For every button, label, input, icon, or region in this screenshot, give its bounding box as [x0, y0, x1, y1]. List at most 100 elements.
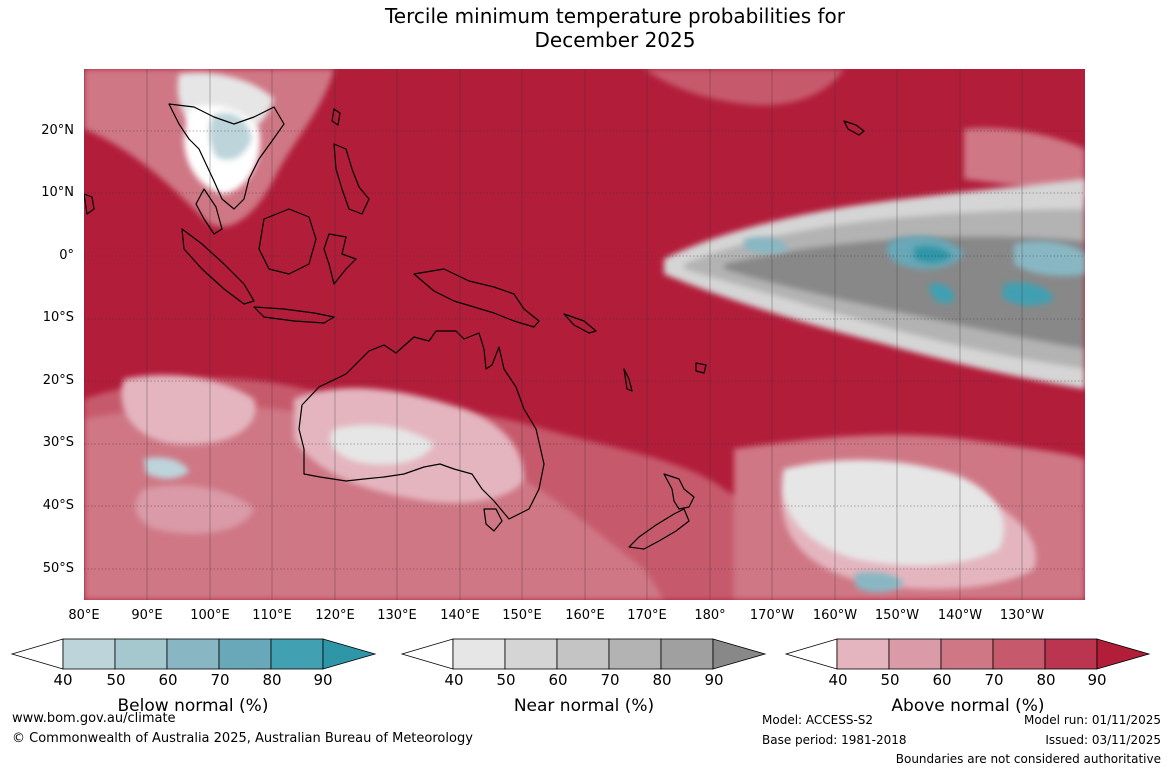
colorbar-low-triangle — [401, 638, 454, 670]
disclaimer-text: Boundaries are not considered authoritat… — [895, 752, 1161, 766]
map-canvas — [84, 69, 1085, 600]
probability-map — [84, 69, 1085, 600]
colorbar-segment — [504, 638, 558, 670]
malay-peninsula — [195, 188, 223, 235]
colorbar-high-triangle — [712, 638, 767, 670]
legend-tick: 70 — [600, 671, 620, 689]
legend-tick: 60 — [932, 671, 952, 689]
lon-label-150w: 150°W — [874, 608, 920, 623]
legend-tick: 90 — [313, 671, 333, 689]
near-normal-colorbar — [401, 638, 767, 670]
colorbar-high-triangle — [1096, 638, 1151, 670]
lon-label-110e: 110°E — [252, 608, 292, 623]
base-period-text: Base period: 1981-2018 — [762, 733, 907, 747]
lon-label-150e: 150°E — [502, 608, 542, 623]
sumatra-coast — [181, 228, 255, 305]
lat-label-0: 0° — [59, 248, 74, 263]
colorbar-segment — [660, 638, 714, 670]
model-text: Model: ACCESS-S2 — [762, 713, 874, 727]
lat-label-50s: 50°S — [42, 561, 74, 576]
colorbar-low-triangle — [785, 638, 838, 670]
near-normal-shading — [177, 72, 1085, 566]
philippines-coast — [333, 143, 370, 215]
sulawesi-coast — [323, 233, 357, 285]
legend-tick: 80 — [1036, 671, 1056, 689]
colorbar-low-triangle — [11, 638, 64, 670]
colorbar-segment — [218, 638, 272, 670]
lon-label-170w: 170°W — [749, 608, 795, 623]
copyright-text: © Commonwealth of Australia 2025, Austra… — [12, 731, 473, 746]
legend-tick: 60 — [548, 671, 568, 689]
colorbar-segment — [992, 638, 1046, 670]
colorbar-segment — [940, 638, 994, 670]
above-normal-title: Above normal (%) — [891, 696, 1045, 716]
java-coast — [253, 306, 335, 324]
near-normal-title: Near normal (%) — [513, 696, 655, 716]
fiji-islands — [695, 362, 707, 374]
new-zealand-north — [663, 473, 695, 510]
colorbar-segment — [556, 638, 610, 670]
colorbar-segment — [452, 638, 506, 670]
lat-label-20s: 20°S — [42, 373, 74, 388]
colorbar-segment — [836, 638, 890, 670]
above-normal-colorbar — [785, 638, 1151, 670]
lon-label-100e: 100°E — [190, 608, 230, 623]
legend-tick: 50 — [496, 671, 516, 689]
colorbar-segment — [608, 638, 662, 670]
lon-label-80e: 80°E — [68, 608, 100, 623]
lat-label-30s: 30°S — [42, 435, 74, 450]
chart-title: Tercile minimum temperature probabilitie… — [0, 4, 1173, 52]
lon-label-130w: 130°W — [999, 608, 1045, 623]
colorbar-segment — [1044, 638, 1098, 670]
legend-tick: 50 — [880, 671, 900, 689]
lon-label-180: 180° — [694, 608, 726, 623]
colorbar-high-triangle — [322, 638, 377, 670]
legend-tick: 40 — [828, 671, 848, 689]
tasmania-coast — [483, 508, 503, 532]
graticule — [84, 130, 1085, 570]
new-guinea-coast — [413, 268, 540, 328]
lon-label-130e: 130°E — [377, 608, 417, 623]
lon-label-140w: 140°W — [937, 608, 983, 623]
lon-label-160e: 160°E — [565, 608, 605, 623]
legend-tick: 70 — [984, 671, 1004, 689]
colorbar-segment — [114, 638, 168, 670]
lon-label-170e: 170°E — [627, 608, 667, 623]
indochina-coast — [168, 103, 285, 210]
title-line-1: Tercile minimum temperature probabilitie… — [384, 4, 846, 28]
lat-label-40s: 40°S — [42, 498, 74, 513]
lon-label-120e: 120°E — [315, 608, 355, 623]
model-run-text: Model run: 01/11/2025 — [1023, 713, 1161, 727]
legend-tick: 80 — [262, 671, 282, 689]
legend-tick: 70 — [210, 671, 230, 689]
legend-tick: 60 — [158, 671, 178, 689]
lat-label-10s: 10°S — [42, 310, 74, 325]
solomon-islands — [563, 313, 597, 334]
sri-lanka-coast — [84, 193, 95, 215]
taiwan-coast — [331, 108, 341, 126]
below-normal-colorbar — [11, 638, 377, 670]
new-zealand-south — [628, 508, 690, 550]
legend-tick: 90 — [704, 671, 724, 689]
legend-tick: 40 — [444, 671, 464, 689]
colorbar-segment — [888, 638, 942, 670]
colorbar-segment — [166, 638, 220, 670]
below-normal-shading — [144, 105, 1085, 593]
vanuatu-islands — [623, 368, 633, 392]
lon-label-140e: 140°E — [440, 608, 480, 623]
hawaii-coast — [843, 120, 865, 136]
borneo-coast — [258, 208, 317, 275]
australia-coast — [298, 330, 545, 520]
colorbar-segment — [62, 638, 116, 670]
website-link[interactable]: www.bom.gov.au/climate — [12, 711, 176, 726]
legend-tick: 80 — [652, 671, 672, 689]
lat-label-10n: 10°N — [41, 185, 74, 200]
lon-label-160w: 160°W — [812, 608, 858, 623]
legend-tick: 40 — [53, 671, 73, 689]
lat-label-20n: 20°N — [41, 123, 74, 138]
below-normal-title: Below normal (%) — [117, 696, 269, 716]
legend-tick: 50 — [106, 671, 126, 689]
title-line-2: December 2025 — [534, 28, 696, 52]
colorbar-segment — [270, 638, 324, 670]
coastlines — [84, 103, 865, 550]
